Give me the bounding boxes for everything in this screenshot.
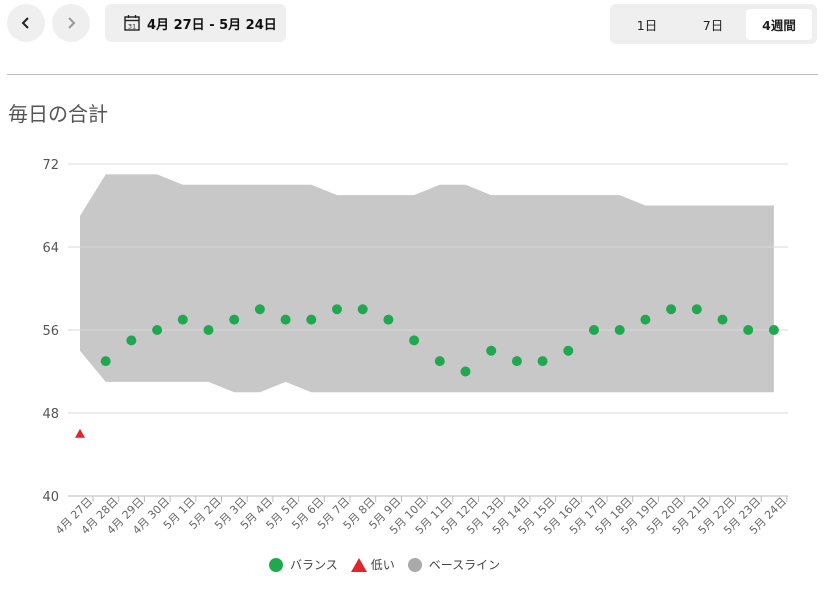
tab-7-days[interactable]: 7日	[702, 17, 724, 33]
balance-point	[460, 366, 471, 377]
balance-point	[100, 356, 111, 367]
balance-point	[280, 314, 291, 325]
balance-point	[126, 335, 137, 346]
balance-point	[691, 304, 702, 315]
balance-point	[177, 314, 188, 325]
y-tick-label: 40	[42, 490, 59, 505]
balance-point	[511, 356, 522, 367]
calendar-icon: 31	[124, 15, 140, 31]
tab-4-weeks[interactable]: 4週間	[746, 8, 812, 40]
red-triangle-icon	[350, 557, 367, 572]
balance-point	[743, 325, 754, 335]
legend-item-low: 低い	[350, 556, 395, 573]
green-circle-icon	[269, 557, 283, 572]
section-title: 毎日の合計	[8, 102, 108, 126]
y-tick-label: 56	[42, 324, 59, 339]
legend-label-baseline: ベースライン	[428, 558, 501, 572]
balance-point	[152, 325, 163, 335]
svg-text:31: 31	[128, 22, 136, 30]
balance-point	[666, 304, 677, 315]
balance-point	[409, 335, 420, 346]
balance-point	[306, 314, 317, 325]
balance-point	[203, 325, 214, 335]
chart-legend: バランス 低い ベースライン	[268, 556, 512, 573]
date-range-label: 4月 27日 - 5月 24日	[147, 17, 277, 33]
period-selector: 1日 7日 4週間	[610, 4, 817, 44]
chevron-right-icon	[68, 17, 76, 29]
legend-swatch-balance	[269, 557, 283, 572]
gray-circle-icon	[407, 557, 422, 572]
low-marker	[75, 428, 85, 438]
legend-swatch-low	[350, 557, 367, 572]
balance-point	[589, 325, 599, 335]
header-divider	[7, 74, 818, 75]
balance-point	[229, 314, 240, 325]
previous-period-button[interactable]	[7, 4, 45, 42]
chevron-left-icon	[21, 17, 29, 29]
balance-point	[434, 356, 445, 367]
balance-point	[640, 314, 651, 325]
y-tick-label: 48	[42, 407, 59, 422]
balance-point	[254, 304, 265, 315]
balance-point	[537, 356, 548, 367]
legend-swatch-baseline	[407, 557, 422, 572]
balance-point	[563, 345, 574, 356]
balance-point	[486, 345, 497, 356]
balance-point	[768, 325, 779, 335]
balance-point	[357, 304, 368, 315]
legend-label-low: 低い	[370, 558, 395, 572]
balance-point	[332, 304, 342, 315]
balance-point	[383, 314, 394, 325]
next-period-button[interactable]	[52, 4, 90, 42]
legend-item-baseline: ベースライン	[407, 556, 500, 573]
tab-1-day[interactable]: 1日	[636, 17, 658, 33]
y-tick-label: 64	[42, 241, 59, 256]
date-range-picker[interactable]: 31 4月 27日 - 5月 24日	[105, 4, 286, 42]
y-tick-label: 72	[42, 158, 59, 173]
baseline-band	[80, 174, 774, 393]
legend-item-balance: バランス	[268, 556, 338, 573]
balance-point	[614, 325, 625, 335]
balance-point	[717, 314, 728, 325]
legend-label-balance: バランス	[290, 558, 338, 572]
